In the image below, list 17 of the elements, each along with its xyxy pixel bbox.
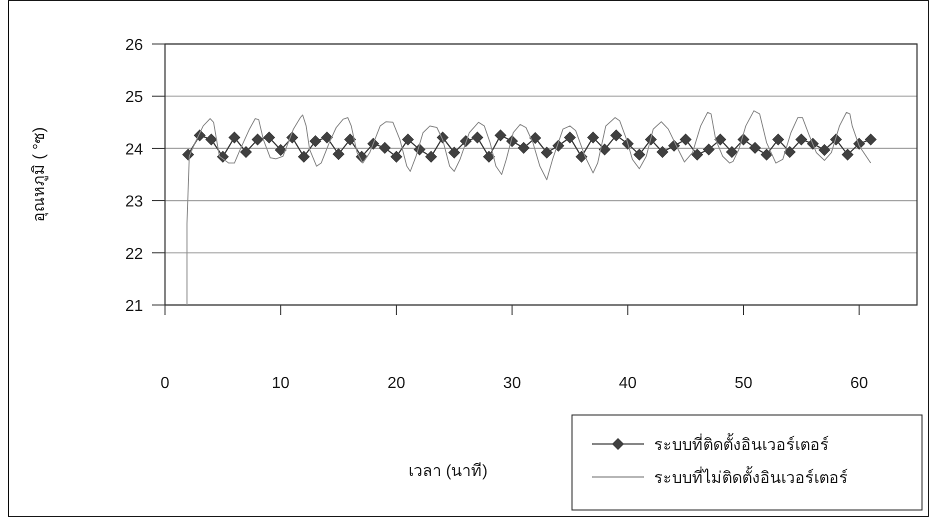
y-tick-label: 23 (125, 194, 144, 211)
x-tick-label: 50 (734, 375, 752, 392)
y-tick-label: 26 (125, 37, 144, 54)
x-tick-label: 40 (618, 375, 637, 392)
y-tick-label: 25 (125, 89, 144, 106)
x-tick-label: 30 (503, 375, 522, 392)
y-tick-label: 24 (125, 141, 144, 158)
y-tick-label: 22 (125, 246, 144, 263)
y-tick-label: 21 (125, 298, 144, 315)
x-tick-label: 0 (160, 375, 170, 392)
x-tick-label: 10 (272, 375, 290, 392)
legend-label: ระบบที่ติดตั้งอินเวอร์เตอร์ (654, 433, 829, 454)
x-tick-label: 60 (850, 375, 868, 392)
legend-label: ระบบที่ไม่ติดตั้งอินเวอร์เตอร์ (654, 466, 848, 487)
x-axis-title: เวลา (นาที) (408, 462, 488, 480)
y-axis-title: อุณหภูมิ ( °ซ) (31, 127, 49, 222)
x-tick-label: 20 (387, 375, 406, 392)
